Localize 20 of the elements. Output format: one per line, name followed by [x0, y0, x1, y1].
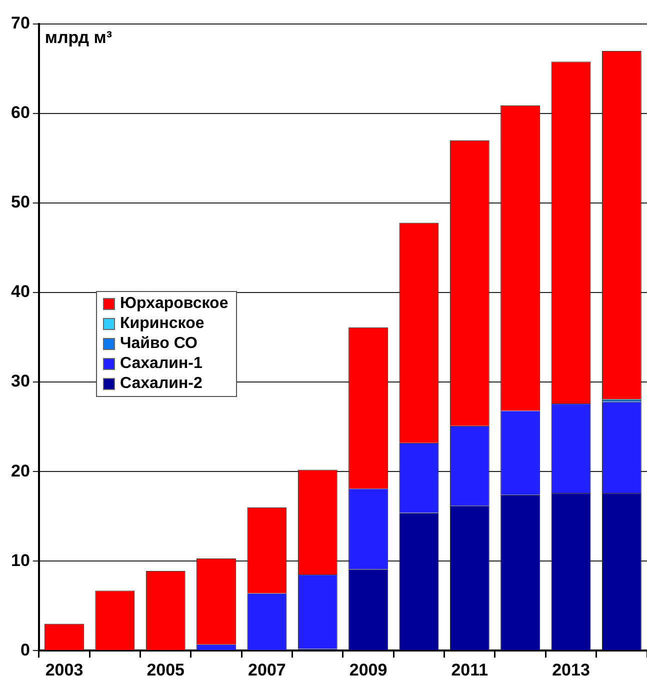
y-tick-label: 30: [10, 372, 30, 391]
y-tick-label: 10: [10, 550, 30, 570]
x-tick-label: 2005: [146, 660, 185, 680]
y-tick-label: 50: [10, 192, 30, 212]
x-tick-label: 2011: [451, 660, 488, 680]
x-tick-label: 2009: [349, 660, 388, 680]
legend-label: Сахалин-1: [120, 354, 202, 374]
y-axis-title: млрд м³: [44, 28, 112, 48]
legend-label: Чайво СО: [120, 334, 198, 354]
x-tick-label: 2013: [552, 660, 590, 680]
y-tick-label: 70: [10, 14, 30, 33]
legend-label: Сахалин-2: [120, 374, 202, 394]
y-tick-label: 40: [10, 282, 30, 302]
x-tick-label: 2007: [248, 660, 286, 680]
x-tick-label: 2003: [45, 660, 84, 680]
y-tick-label: 60: [10, 103, 30, 122]
y-tick-label: 20: [10, 461, 30, 480]
legend-label: Киринское: [120, 314, 204, 334]
legend-label: Юрхаровское: [120, 294, 228, 314]
y-tick-label: 0: [20, 640, 30, 660]
